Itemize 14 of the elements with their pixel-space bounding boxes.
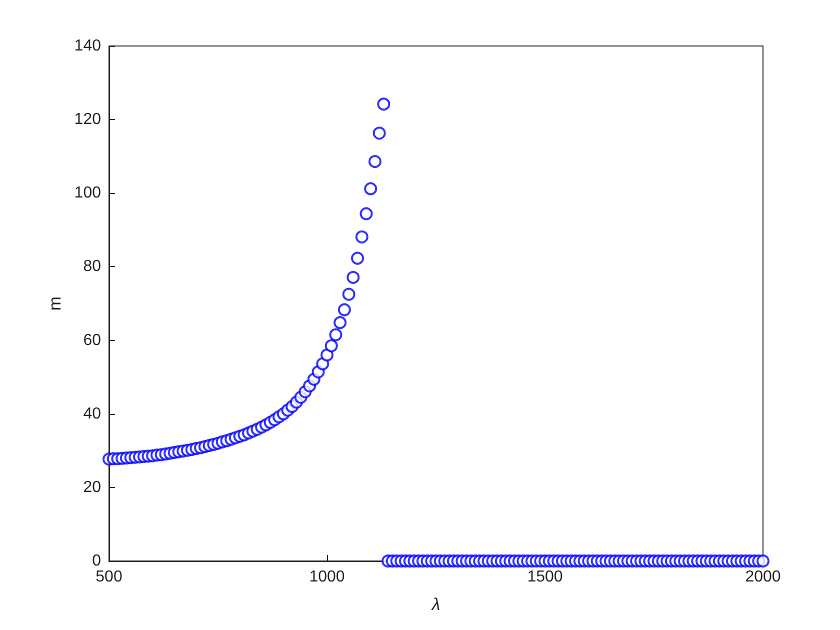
y-tick-label: 100 xyxy=(74,184,102,202)
y-axis-title: m xyxy=(45,296,64,311)
y-tick-label: 120 xyxy=(74,111,102,128)
x-tick-label: 2000 xyxy=(745,568,781,586)
y-tick-label: 80 xyxy=(83,258,102,276)
x-tick-label: 1500 xyxy=(527,568,563,586)
x-axis-title: λ xyxy=(430,595,440,614)
x-tick-label: 1000 xyxy=(309,568,345,586)
y-tick-label: 20 xyxy=(83,478,102,496)
y-tick-label: 40 xyxy=(83,405,102,422)
x-tick-label: 500 xyxy=(96,568,122,586)
y-tick-label: 60 xyxy=(83,332,102,349)
y-tick-label: 140 xyxy=(74,38,102,54)
y-tick-label: 0 xyxy=(92,552,102,570)
